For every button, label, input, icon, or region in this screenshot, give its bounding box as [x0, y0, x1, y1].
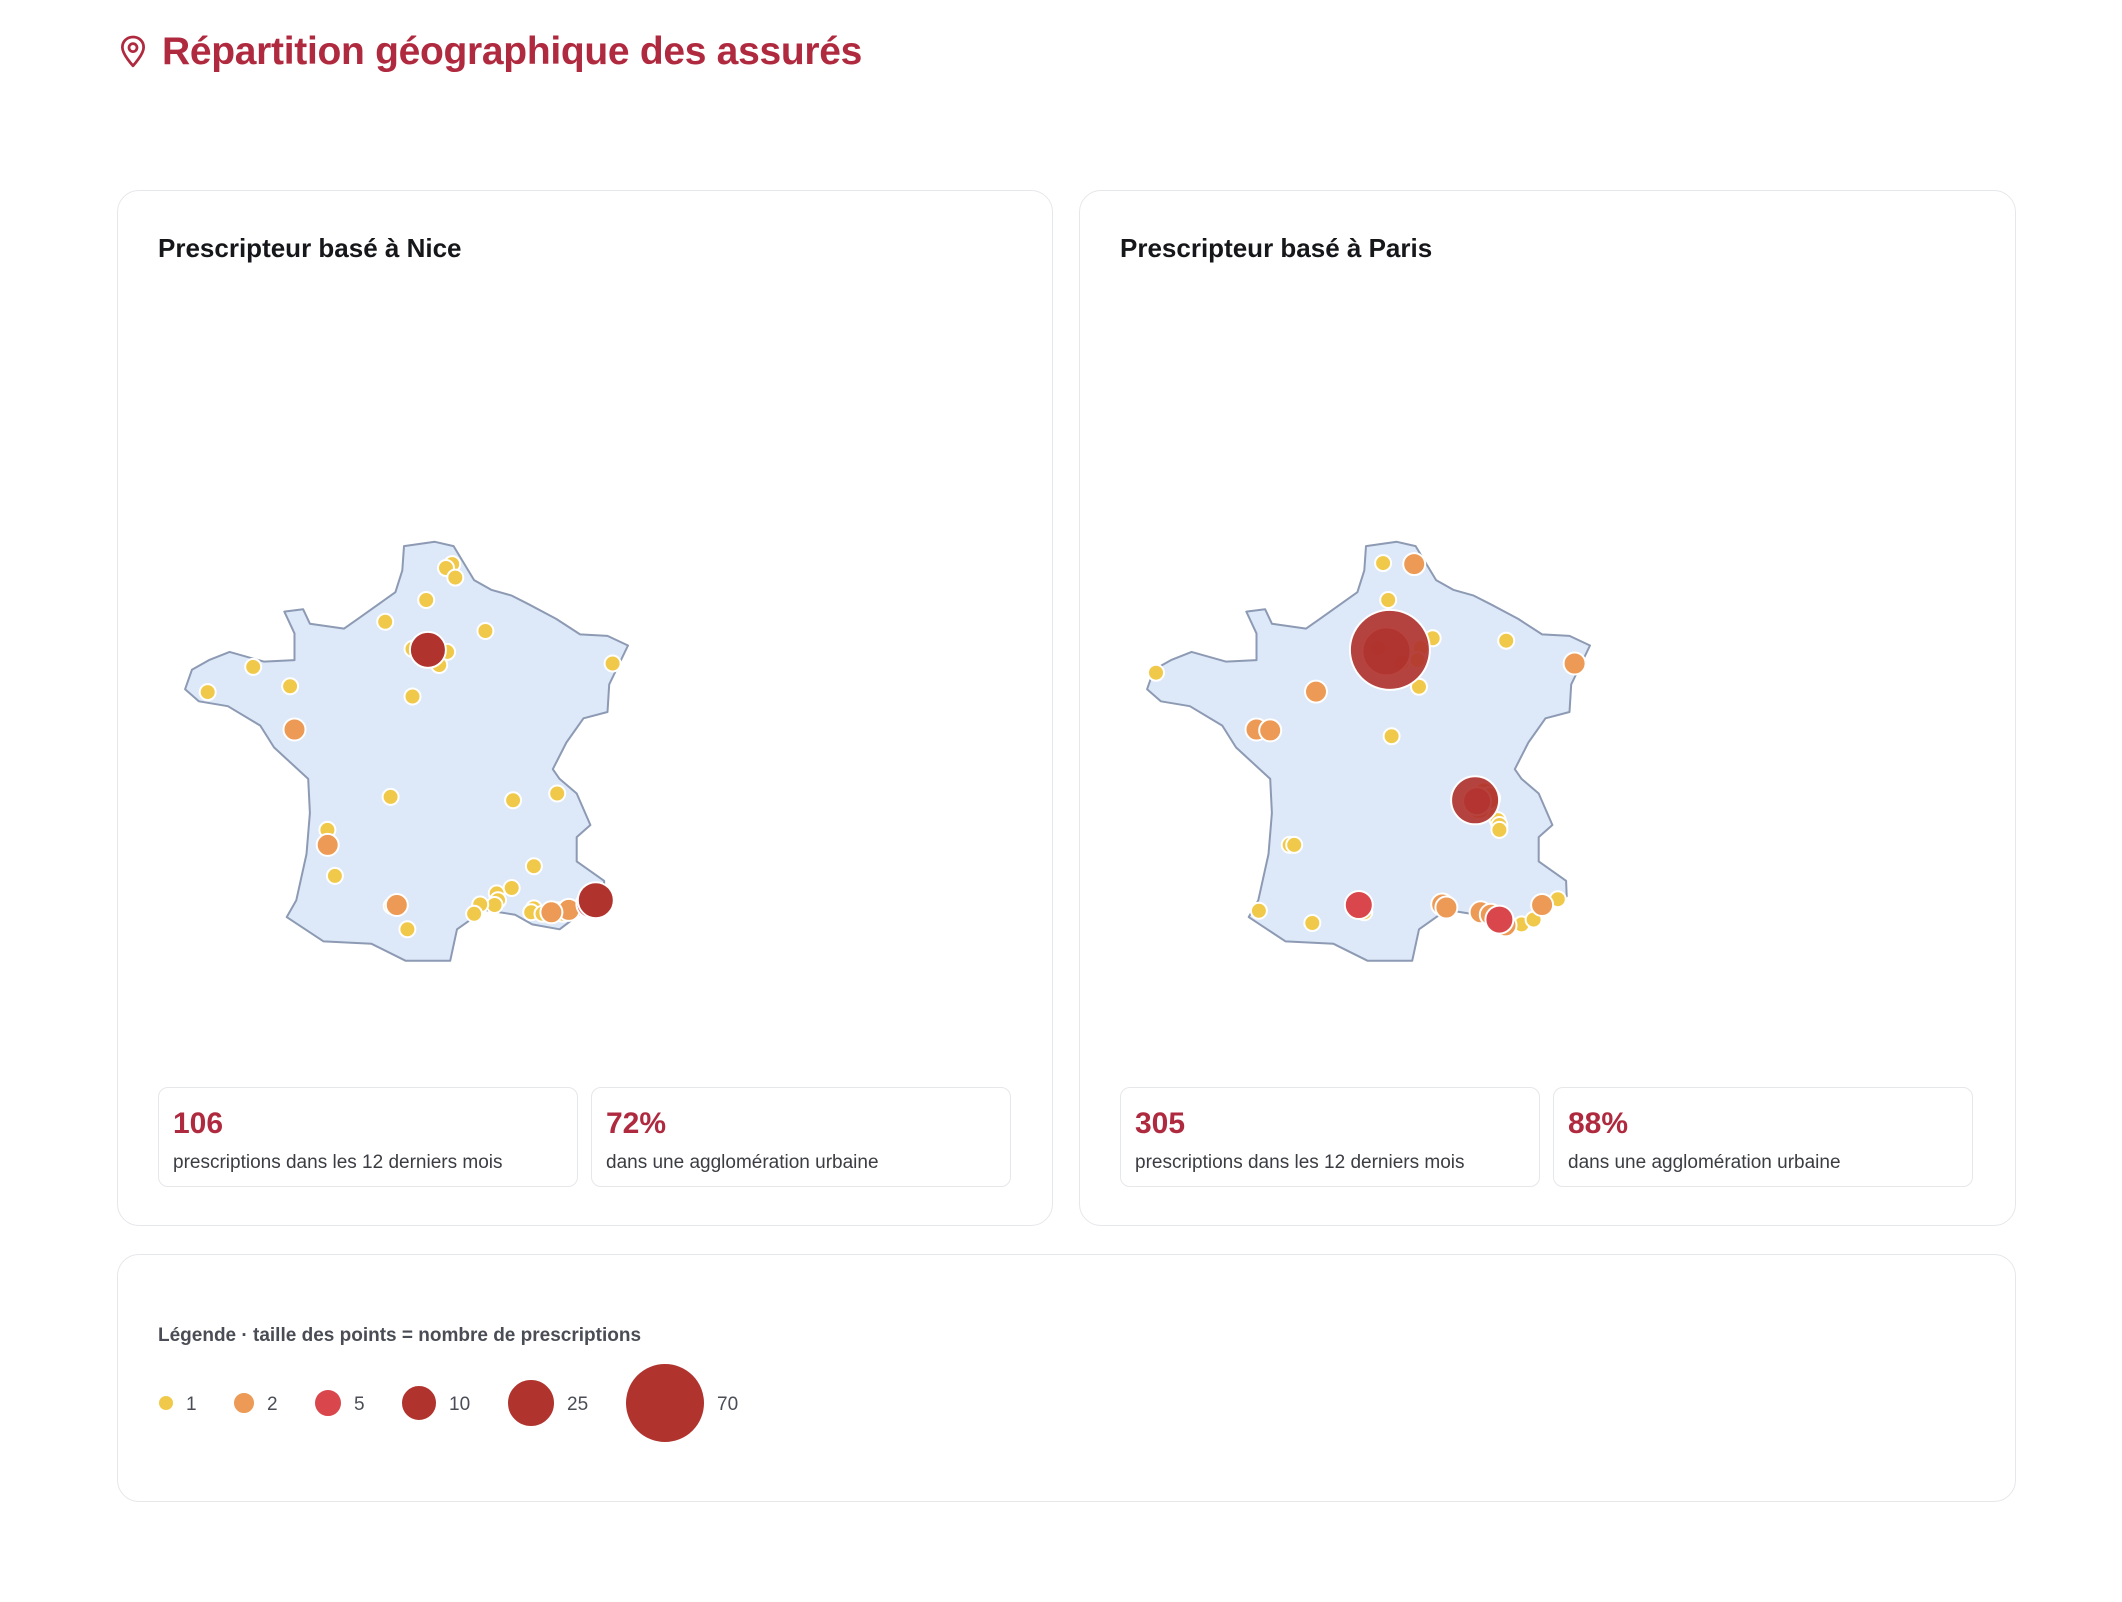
- prescription-point[interactable]: [1402, 552, 1427, 577]
- prescription-point[interactable]: [548, 784, 567, 803]
- legend-label: 5: [354, 1394, 365, 1415]
- prescription-point[interactable]: [1562, 651, 1587, 676]
- prescription-point[interactable]: [1382, 727, 1401, 746]
- legend-item: 2: [232, 1391, 278, 1415]
- page-header: Répartition géographique des assurés: [118, 30, 862, 74]
- stat-urban-share: 88% dans une agglomération urbaine: [1553, 1087, 1973, 1187]
- legend-item: 5: [313, 1388, 365, 1418]
- prescription-point[interactable]: [1304, 679, 1328, 704]
- map-france-nice[interactable]: [118, 191, 1054, 1071]
- prescription-point[interactable]: [524, 857, 543, 876]
- legend-swatch: [313, 1388, 343, 1418]
- prescription-point[interactable]: [398, 920, 417, 939]
- stat-value: 305: [1135, 1107, 1186, 1140]
- stat-value: 88%: [1568, 1107, 1629, 1140]
- legend-card: Légende · taille des points = nombre de …: [117, 1254, 2016, 1502]
- legend-swatch: [232, 1391, 256, 1415]
- prescription-point[interactable]: [1258, 718, 1283, 743]
- card-title: Prescripteur basé à Paris: [1120, 233, 1433, 263]
- prescription-point[interactable]: [502, 879, 521, 897]
- prescription-point[interactable]: [1343, 890, 1374, 920]
- legend-label: 10: [449, 1394, 470, 1415]
- prescription-point[interactable]: [1450, 775, 1501, 826]
- prescription-point[interactable]: [1434, 895, 1459, 920]
- prescription-point[interactable]: [1249, 901, 1268, 920]
- legend-title: Légende · taille des points = nombre de …: [158, 1325, 642, 1346]
- prescription-point[interactable]: [244, 657, 263, 676]
- stat-urban-share: 72% dans une agglomération urbaine: [591, 1087, 1011, 1187]
- prescription-point[interactable]: [465, 904, 484, 923]
- prescription-point[interactable]: [315, 832, 340, 857]
- prescription-point[interactable]: [403, 687, 422, 706]
- legend-swatch: [506, 1378, 556, 1428]
- legend-label: 25: [567, 1394, 588, 1415]
- prescription-point[interactable]: [446, 568, 465, 587]
- prescription-point[interactable]: [1484, 904, 1515, 935]
- stat-value: 72%: [606, 1107, 667, 1140]
- prescription-point[interactable]: [417, 591, 436, 609]
- map-france-paris[interactable]: [1080, 191, 2017, 1071]
- legend-swatch: [624, 1362, 706, 1444]
- prescription-point[interactable]: [1348, 608, 1431, 691]
- map-card-nice: Prescripteur basé à Nice 106 prescriptio…: [117, 190, 1053, 1226]
- prescription-point[interactable]: [325, 866, 344, 885]
- prescription-point[interactable]: [198, 683, 217, 702]
- prescription-point[interactable]: [1147, 663, 1165, 682]
- legend-swatch: [400, 1384, 438, 1422]
- legend-item: 70: [624, 1362, 738, 1444]
- prescription-point[interactable]: [376, 612, 395, 631]
- prescription-point[interactable]: [1374, 554, 1393, 573]
- france-outline: [184, 540, 629, 962]
- legend-item: 25: [506, 1378, 588, 1428]
- legend-item: 10: [400, 1384, 470, 1422]
- map-pin-icon: [121, 35, 145, 68]
- prescription-point[interactable]: [504, 791, 523, 810]
- prescription-point[interactable]: [408, 630, 447, 669]
- stat-value: 106: [173, 1107, 224, 1140]
- prescription-point[interactable]: [281, 677, 300, 696]
- prescription-point[interactable]: [476, 622, 495, 640]
- legend-swatch: [157, 1394, 175, 1412]
- stat-prescriptions-count: 106 prescriptions dans les 12 derniers m…: [158, 1087, 578, 1187]
- stat-label: dans une agglomération urbaine: [1568, 1152, 1841, 1173]
- prescription-point[interactable]: [1303, 914, 1322, 932]
- prescription-point[interactable]: [1490, 820, 1509, 839]
- card-title: Prescripteur basé à Nice: [158, 233, 462, 263]
- prescription-point[interactable]: [381, 787, 400, 806]
- legend-scale: 1 2 5 10 25 70: [157, 1362, 738, 1444]
- page-title: Répartition géographique des assurés: [162, 30, 863, 73]
- legend-item: 1: [157, 1394, 197, 1415]
- map-card-paris: Prescripteur basé à Paris 305 prescripti…: [1079, 190, 2016, 1226]
- legend-label: 1: [186, 1394, 197, 1415]
- prescription-point[interactable]: [1285, 835, 1304, 854]
- stat-prescriptions-count: 305 prescriptions dans les 12 derniers m…: [1120, 1087, 1540, 1187]
- prescription-point[interactable]: [576, 881, 615, 920]
- legend-label: 70: [717, 1394, 738, 1415]
- stat-label: prescriptions dans les 12 derniers mois: [173, 1152, 503, 1173]
- prescription-point[interactable]: [384, 893, 409, 917]
- legend-label: 2: [267, 1394, 278, 1415]
- prescription-point[interactable]: [1410, 677, 1428, 696]
- prescription-point[interactable]: [1379, 591, 1398, 609]
- stat-label: prescriptions dans les 12 derniers mois: [1135, 1152, 1465, 1173]
- prescription-point[interactable]: [1497, 631, 1516, 650]
- prescription-point[interactable]: [1530, 893, 1555, 917]
- stat-label: dans une agglomération urbaine: [606, 1152, 879, 1173]
- prescription-point[interactable]: [603, 654, 622, 673]
- prescription-point[interactable]: [282, 717, 307, 742]
- prescription-point[interactable]: [539, 900, 564, 925]
